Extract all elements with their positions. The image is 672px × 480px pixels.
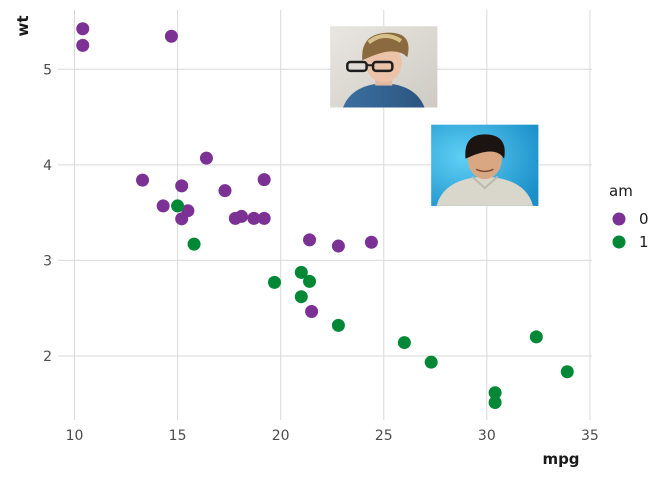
data-point-am-1 xyxy=(331,318,345,332)
data-point-am-0 xyxy=(218,184,232,198)
data-point-am-1 xyxy=(294,290,308,304)
data-point-am-0 xyxy=(156,199,170,213)
data-point-am-1 xyxy=(529,330,543,344)
legend-key-0 xyxy=(612,212,626,226)
photo-annotations xyxy=(330,26,539,206)
data-point-am-1 xyxy=(267,275,281,289)
grid-lines xyxy=(58,10,592,420)
data-point-am-1 xyxy=(187,237,201,251)
data-point-am-0 xyxy=(247,211,261,225)
x-tick-label: 25 xyxy=(375,428,393,444)
data-point-am-0 xyxy=(76,38,90,52)
photo-annotation-1 xyxy=(330,26,438,108)
data-point-am-0 xyxy=(303,233,317,247)
data-point-am-1 xyxy=(303,274,317,288)
data-point-am-1 xyxy=(424,355,438,369)
x-tick-label: 15 xyxy=(169,428,187,444)
data-point-am-1 xyxy=(171,199,185,213)
y-axis-ticks: 2 3 4 5 xyxy=(43,62,52,365)
data-point-am-1 xyxy=(397,336,411,350)
data-point-am-0 xyxy=(164,29,178,43)
data-point-am-0 xyxy=(305,305,319,319)
data-point-am-0 xyxy=(228,211,242,225)
y-tick-label: 5 xyxy=(43,62,52,78)
data-point-am-0 xyxy=(257,173,271,187)
photo-annotation-2 xyxy=(431,124,539,206)
y-axis-title: wt xyxy=(14,15,32,36)
y-tick-label: 4 xyxy=(43,158,52,174)
data-point-am-0 xyxy=(175,212,189,226)
x-axis-title: mpg xyxy=(542,450,579,468)
x-tick-label: 10 xyxy=(66,428,84,444)
x-tick-label: 30 xyxy=(478,428,496,444)
data-point-am-0 xyxy=(76,22,90,36)
legend-key-1 xyxy=(612,235,626,249)
y-tick-label: 2 xyxy=(43,349,52,365)
x-tick-label: 35 xyxy=(581,428,599,444)
data-point-am-1 xyxy=(560,365,574,379)
data-point-am-0 xyxy=(257,211,271,225)
data-point-am-0 xyxy=(136,173,150,187)
y-tick-label: 3 xyxy=(43,253,52,269)
data-point-am-0 xyxy=(199,151,213,165)
data-point-am-0 xyxy=(331,239,345,253)
x-tick-label: 20 xyxy=(272,428,290,444)
legend: am 0 1 xyxy=(609,182,649,251)
legend-title: am xyxy=(609,182,633,200)
legend-label-0: 0 xyxy=(639,210,649,228)
x-axis-ticks: 10 15 20 25 30 35 xyxy=(66,428,599,444)
data-point-am-1 xyxy=(488,396,502,410)
data-points xyxy=(76,22,574,410)
data-point-am-1 xyxy=(488,386,502,400)
legend-label-1: 1 xyxy=(639,233,649,251)
data-point-am-1 xyxy=(294,265,308,279)
data-point-am-0 xyxy=(364,235,378,249)
data-point-am-0 xyxy=(175,179,189,193)
